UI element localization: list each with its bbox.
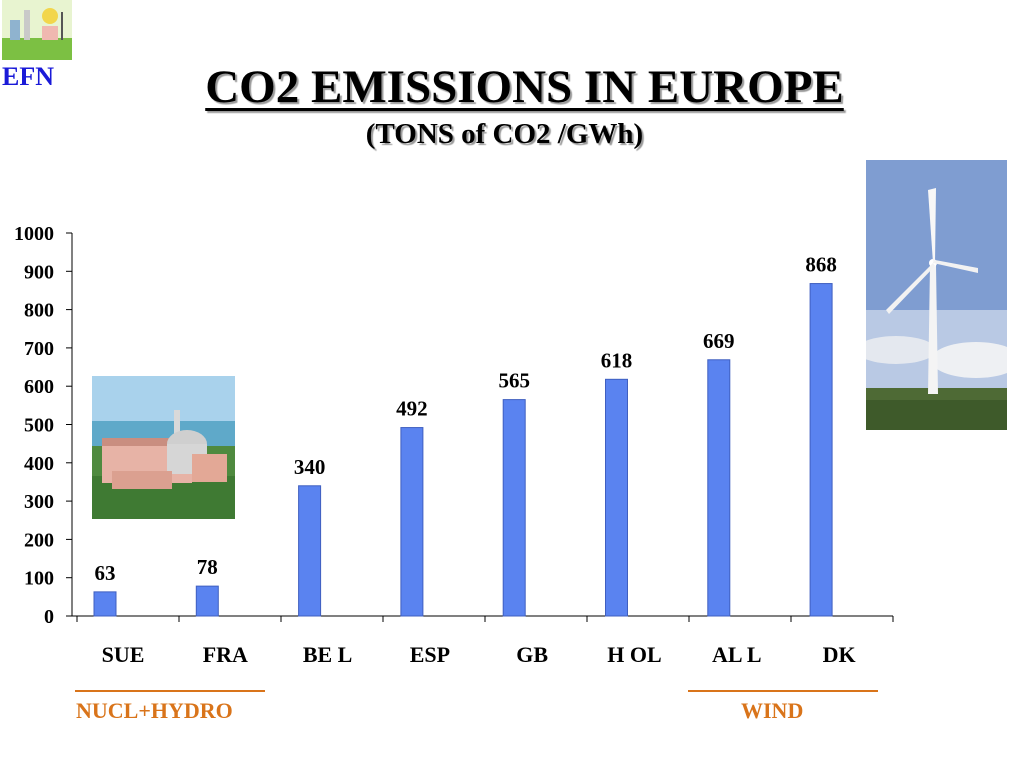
efn-logo-text: EFN: [2, 62, 54, 91]
bar-dk: [809, 283, 833, 617]
y-tick-label: 300: [24, 491, 54, 513]
data-label: 565: [498, 369, 530, 393]
data-label: 868: [805, 253, 837, 277]
data-label: 669: [703, 329, 735, 353]
group-label-wind: WIND: [741, 698, 804, 723]
y-tick-label: 600: [24, 376, 54, 398]
x-category-label: FRA: [203, 642, 248, 667]
y-tick-label: 100: [24, 568, 54, 590]
x-category-label: GB: [516, 642, 548, 667]
efn-logo-image: [2, 0, 72, 60]
x-category-label: DK: [823, 642, 856, 667]
x-category-label: BE L: [303, 642, 353, 667]
data-label: 492: [396, 397, 428, 421]
nuclear-plant-photo: [92, 376, 235, 519]
x-category-label: H OL: [607, 642, 661, 667]
x-category-label: AL L: [712, 642, 762, 667]
y-tick-label: 500: [24, 415, 54, 437]
y-tick-label: 400: [24, 453, 54, 475]
y-tick-label: 900: [24, 261, 54, 283]
bar-hol: [605, 378, 628, 617]
group-label-nucl-hydro: NUCL+HYDRO: [76, 698, 233, 723]
page-subtitle: (TONS of CO2 /GWh): [365, 118, 644, 150]
data-label: 340: [294, 455, 326, 479]
bar-gb: [502, 399, 526, 617]
bar-esp: [400, 427, 424, 617]
y-tick-label: 700: [24, 338, 54, 360]
bar-bel: [298, 485, 322, 617]
bar-fra: [195, 585, 219, 617]
wind-turbine-photo: [856, 160, 1009, 430]
page-title: CO2 EMISSIONS IN EUROPE: [205, 61, 844, 113]
group-underline-nucl-hydro: [75, 690, 265, 692]
data-label: 78: [197, 555, 218, 579]
y-tick-label: 200: [24, 529, 54, 551]
bar-sue: [93, 591, 117, 617]
bar-all: [707, 359, 731, 617]
y-tick-label: 800: [24, 300, 54, 322]
y-tick-label: 1000: [14, 223, 54, 245]
data-label: 63: [95, 561, 116, 585]
y-tick-label: 0: [44, 606, 54, 628]
data-label: 618: [601, 348, 633, 372]
group-underline-wind: [688, 690, 878, 692]
x-category-label: ESP: [410, 642, 450, 667]
x-category-label: SUE: [102, 642, 145, 667]
